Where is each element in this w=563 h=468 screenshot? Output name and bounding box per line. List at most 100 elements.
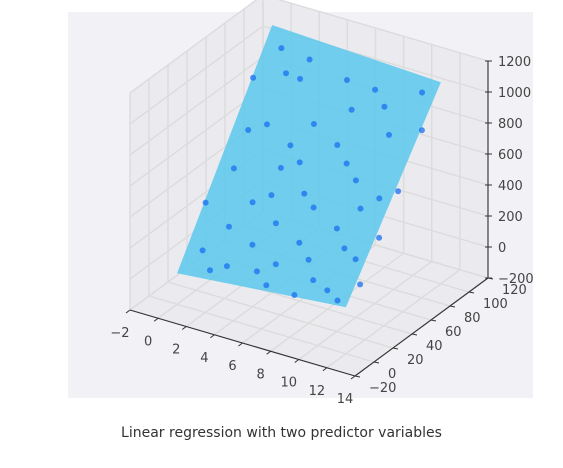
y-tick — [449, 305, 456, 308]
data-point — [297, 75, 304, 82]
y-tick — [411, 333, 418, 336]
data-point — [372, 86, 379, 93]
y-tick — [468, 291, 475, 294]
y-axis-line — [354, 277, 489, 377]
grid-line — [277, 0, 489, 62]
data-point — [419, 89, 426, 96]
data-point — [352, 256, 359, 263]
data-point — [277, 164, 284, 171]
grid-line — [129, 25, 264, 125]
data-point — [230, 165, 237, 172]
data-point — [334, 142, 341, 148]
data-point — [250, 74, 257, 81]
data-point — [305, 256, 312, 263]
data-point — [199, 247, 206, 254]
data-point — [291, 292, 298, 298]
y-tick-label: 20 — [407, 353, 424, 368]
data-point — [324, 287, 331, 294]
data-point — [253, 268, 260, 275]
grid-line — [167, 281, 394, 349]
grid-line — [129, 87, 264, 187]
data-point — [344, 77, 350, 83]
z-tick-label: 200 — [498, 210, 523, 225]
y-tick-label: −20 — [369, 381, 396, 396]
y-tick — [373, 361, 380, 364]
y-tick — [392, 347, 399, 350]
y-tick-label: 120 — [502, 283, 527, 298]
data-point — [278, 45, 285, 52]
x-tick — [210, 334, 215, 339]
data-point — [202, 199, 209, 206]
data-point — [226, 223, 232, 230]
data-point — [249, 241, 256, 248]
data-point — [395, 188, 402, 195]
data-point — [343, 160, 350, 167]
data-point — [310, 204, 317, 211]
data-point — [310, 121, 317, 127]
z-tick-label: 1000 — [498, 86, 531, 101]
data-point — [357, 205, 364, 212]
data-point — [306, 56, 313, 63]
x-tick-label: 10 — [281, 376, 298, 391]
data-point — [283, 70, 289, 77]
y-tick — [354, 375, 361, 378]
data-point — [301, 190, 308, 197]
data-point — [263, 282, 270, 289]
z-tick-label: 400 — [498, 179, 523, 194]
data-point — [272, 261, 279, 268]
x-tick-label: 8 — [256, 367, 264, 382]
x-tick-label: −2 — [110, 326, 129, 341]
grid-line — [129, 56, 264, 156]
data-point — [310, 277, 317, 284]
data-point — [348, 106, 355, 113]
z-tick-label: 800 — [498, 117, 523, 132]
x-tick-label: 12 — [309, 384, 326, 399]
data-point — [376, 234, 383, 241]
grid-line — [129, 0, 258, 94]
data-point — [376, 195, 383, 202]
x-tick — [350, 375, 356, 380]
data-point — [381, 103, 388, 110]
data-point — [287, 142, 294, 149]
z-tick-label: 0 — [498, 241, 506, 256]
grid-line — [298, 260, 433, 361]
data-point — [272, 220, 279, 227]
x-tick — [322, 367, 328, 372]
y-tick — [430, 319, 437, 322]
x-tick-label: 4 — [200, 351, 208, 366]
data-point — [245, 127, 252, 133]
data-point — [249, 199, 256, 206]
regression-plane — [177, 25, 441, 308]
y-tick-label: 100 — [483, 297, 508, 312]
data-point — [352, 177, 359, 184]
data-point — [334, 297, 341, 304]
z-tick-label: 600 — [498, 148, 523, 163]
x-tick — [266, 350, 271, 355]
y-tick-label: 60 — [445, 325, 462, 340]
y-tick-label: 0 — [388, 367, 396, 382]
data-point — [357, 281, 364, 288]
data-point — [223, 263, 230, 270]
x-tick — [153, 317, 159, 322]
x-tick — [294, 359, 300, 363]
data-point — [207, 267, 213, 274]
z-tick-label: −200 — [498, 272, 534, 287]
x-tick-label: 6 — [228, 359, 236, 374]
data-point — [296, 239, 303, 246]
x-tick-label: 14 — [337, 392, 354, 407]
x-tick-label: 2 — [172, 343, 180, 358]
grid-line — [148, 295, 375, 363]
data-point — [268, 192, 275, 199]
x-tick — [181, 326, 187, 330]
data-point — [386, 131, 392, 138]
x-tick — [125, 309, 131, 314]
grid-line — [326, 269, 461, 369]
x-tick-label: 0 — [144, 334, 152, 349]
data-point — [264, 121, 270, 128]
x-tick — [238, 342, 243, 347]
z-tick-label: 1200 — [498, 55, 531, 70]
chart-caption: Linear regression with two predictor var… — [121, 425, 442, 441]
data-point — [341, 245, 348, 252]
